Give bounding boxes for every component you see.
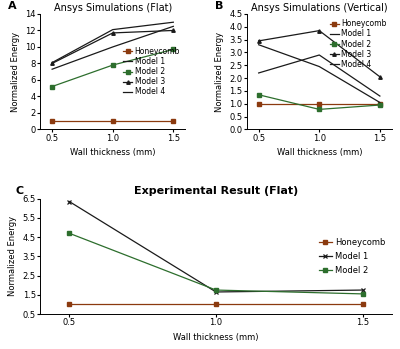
Y-axis label: Normalized Energy: Normalized Energy (214, 32, 224, 112)
Model 4 (256, 43, 261, 47)
Model 2 (378, 103, 382, 107)
Model 1 (378, 94, 382, 98)
Text: B: B (214, 1, 223, 11)
Line: Honeycomb: Honeycomb (50, 119, 175, 123)
Line: Model 1: Model 1 (67, 199, 365, 295)
Model 1 (317, 53, 322, 57)
Line: Model 3: Model 3 (50, 29, 175, 65)
Honeycomb (317, 102, 322, 106)
Honeycomb (110, 119, 115, 123)
Model 2 (317, 107, 322, 111)
X-axis label: Wall thickness (mm): Wall thickness (mm) (70, 148, 156, 157)
X-axis label: Wall thickness (mm): Wall thickness (mm) (173, 333, 259, 342)
Model 2 (171, 47, 176, 52)
Legend: Honeycomb, Model 1, Model 2: Honeycomb, Model 1, Model 2 (317, 235, 388, 277)
Model 2 (67, 231, 72, 235)
Model 3 (171, 28, 176, 32)
Model 4 (171, 20, 176, 24)
Honeycomb (171, 119, 176, 123)
Model 4 (50, 60, 54, 65)
Model 1 (50, 67, 54, 71)
Line: Model 4: Model 4 (259, 45, 380, 103)
Line: Model 1: Model 1 (259, 55, 380, 96)
Y-axis label: Normalized Energy: Normalized Energy (8, 216, 17, 296)
Model 4 (378, 101, 382, 105)
Model 3 (50, 61, 54, 66)
Model 1 (67, 199, 72, 203)
X-axis label: Wall thickness (mm): Wall thickness (mm) (276, 148, 362, 157)
Model 3 (256, 39, 261, 43)
Honeycomb (50, 119, 54, 123)
Line: Model 4: Model 4 (52, 22, 173, 62)
Title: Experimental Result (Flat): Experimental Result (Flat) (134, 186, 298, 196)
Model 1 (171, 24, 176, 28)
Y-axis label: Normalized Energy: Normalized Energy (11, 32, 20, 112)
Line: Model 3: Model 3 (257, 29, 382, 79)
Model 1 (256, 71, 261, 75)
Honeycomb (360, 302, 365, 306)
Line: Honeycomb: Honeycomb (257, 102, 382, 105)
Line: Model 2: Model 2 (50, 48, 175, 88)
Honeycomb (67, 302, 72, 306)
Honeycomb (378, 102, 382, 106)
Model 2 (214, 288, 218, 292)
Line: Model 2: Model 2 (68, 231, 364, 296)
Model 2 (110, 63, 115, 67)
Model 4 (110, 28, 115, 32)
Model 1 (360, 288, 365, 292)
Model 3 (378, 75, 382, 79)
Model 3 (317, 29, 322, 33)
Model 2 (360, 292, 365, 296)
Text: A: A (8, 1, 17, 11)
Model 2 (50, 84, 54, 89)
Title: Ansys Simulations (Vertical): Ansys Simulations (Vertical) (251, 3, 388, 13)
Title: Ansys Simulations (Flat): Ansys Simulations (Flat) (54, 3, 172, 13)
Model 3 (110, 31, 115, 35)
Honeycomb (256, 102, 261, 106)
Model 1 (214, 290, 218, 294)
Legend: Honeycomb, Model 1, Model 2, Model 3, Model 4: Honeycomb, Model 1, Model 2, Model 3, Mo… (122, 45, 182, 98)
Honeycomb (214, 302, 218, 306)
Model 2 (256, 93, 261, 97)
Line: Model 2: Model 2 (257, 93, 382, 111)
Text: C: C (15, 186, 24, 196)
Legend: Honeycomb, Model 1, Model 2, Model 3, Model 4: Honeycomb, Model 1, Model 2, Model 3, Mo… (328, 18, 388, 70)
Model 1 (110, 45, 115, 49)
Line: Model 1: Model 1 (52, 26, 173, 69)
Model 4 (317, 65, 322, 69)
Line: Honeycomb: Honeycomb (68, 303, 364, 306)
